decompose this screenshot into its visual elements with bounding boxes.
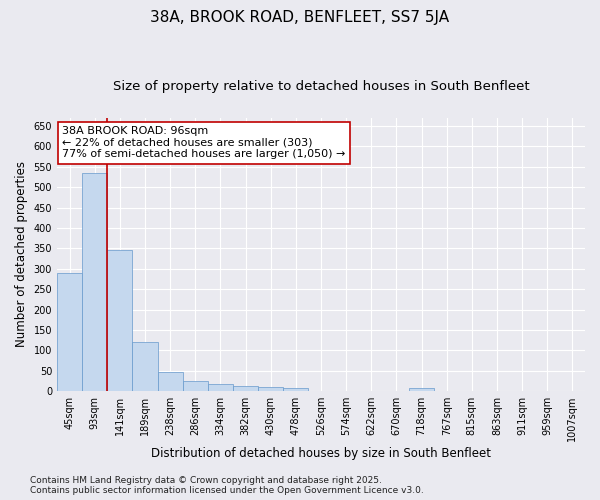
Bar [107, 250, 133, 391]
Bar [258, 387, 283, 391]
Title: Size of property relative to detached houses in South Benfleet: Size of property relative to detached ho… [113, 80, 529, 93]
Bar [283, 388, 308, 391]
Bar [158, 372, 183, 391]
Bar [133, 342, 158, 391]
Text: Contains HM Land Registry data © Crown copyright and database right 2025.
Contai: Contains HM Land Registry data © Crown c… [30, 476, 424, 495]
Text: 38A BROOK ROAD: 96sqm
← 22% of detached houses are smaller (303)
77% of semi-det: 38A BROOK ROAD: 96sqm ← 22% of detached … [62, 126, 346, 159]
Bar [82, 173, 107, 391]
Bar [233, 386, 258, 391]
Bar [208, 384, 233, 391]
Bar [409, 388, 434, 391]
Bar [57, 273, 82, 391]
X-axis label: Distribution of detached houses by size in South Benfleet: Distribution of detached houses by size … [151, 447, 491, 460]
Y-axis label: Number of detached properties: Number of detached properties [15, 162, 28, 348]
Text: 38A, BROOK ROAD, BENFLEET, SS7 5JA: 38A, BROOK ROAD, BENFLEET, SS7 5JA [151, 10, 449, 25]
Bar [183, 381, 208, 391]
